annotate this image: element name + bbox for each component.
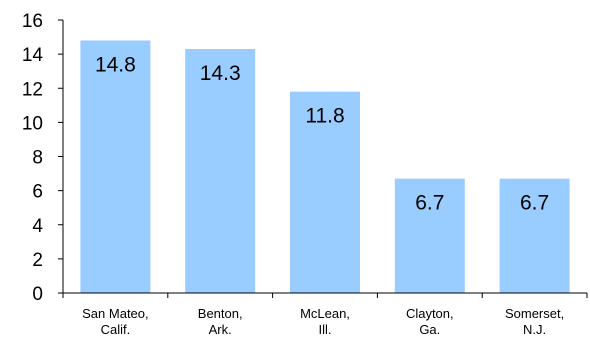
bar [185,49,256,293]
y-tick-label: 6 [32,182,43,203]
data-labels-group: 14.8 14.3 11.8 6.7 6.7 [95,53,549,214]
y-tick-label: 16 [22,11,43,32]
bar [290,91,360,293]
data-label: 6.7 [520,192,549,215]
bar [499,178,570,293]
data-label: 11.8 [305,105,344,128]
bars-group [80,40,570,293]
x-tick-label: San Mateo, Calif. [82,306,149,337]
x-tick-label: Benton, Ark. [198,306,243,337]
y-tick-label: 12 [22,79,43,100]
y-tick-label: 0 [32,284,43,305]
data-label: 6.7 [415,192,444,215]
y-tick-label: 8 [32,148,43,169]
x-ticks-group: San Mateo, Calif. Benton, Ark. McLean, Ill. Cl… [62,293,588,337]
y-ticks-group: 0 2 4 6 8 10 12 14 16 [22,11,63,305]
data-label: 14.3 [200,62,241,85]
x-tick-label: McLean, Ill. [300,306,350,337]
x-tick-label: Somerset, N.J. [505,306,564,337]
bar [394,178,465,293]
data-label: 14.8 [95,53,136,76]
y-tick-label: 4 [32,216,43,237]
y-tick-label: 10 [22,113,43,134]
y-tick-label: 14 [22,45,44,66]
y-tick-label: 2 [32,250,43,271]
bar [80,40,151,293]
x-tick-label: Clayton, Ga. [406,306,454,337]
